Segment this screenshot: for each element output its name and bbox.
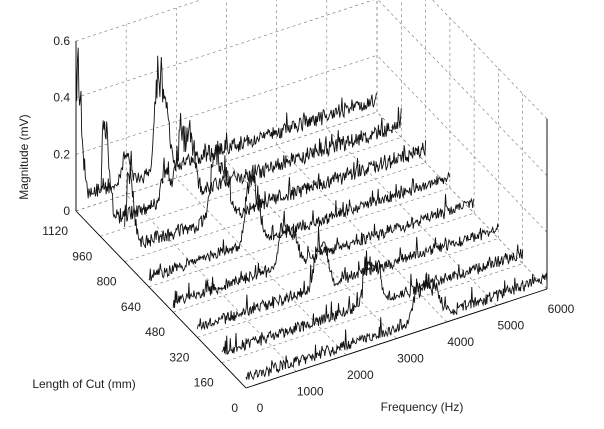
sidewall-gridline-horizontal — [376, 111, 548, 290]
backwall-gridline-horizontal — [75, 55, 378, 155]
x-tick-label: 1000 — [297, 385, 324, 399]
z-tick-label: 0 — [63, 204, 70, 218]
y-tick-label: 960 — [72, 249, 92, 263]
y-tick-label: 1120 — [42, 224, 68, 238]
x-tick-label: 3000 — [397, 352, 424, 366]
y-tick-label: 0 — [231, 401, 238, 415]
grid-layer — [75, 0, 548, 389]
sidewall-gridline-horizontal — [432, 0, 548, 120]
floor-gridline-frequency — [226, 161, 397, 339]
sidewall-gridline-horizontal — [377, 0, 548, 176]
y-tick-label: 640 — [121, 300, 141, 314]
spectrum-series-1120 — [75, 47, 378, 199]
axis-line-frequency — [245, 288, 548, 389]
floor-gridline-length — [148, 187, 450, 288]
spectrum-series-800 — [124, 140, 427, 249]
spectrum-series-480 — [172, 194, 475, 309]
y-tick-label: 160 — [194, 376, 214, 390]
y-axis-label: Length of Cut (mm) — [32, 377, 135, 391]
floor-gridline-frequency — [125, 194, 297, 372]
floor-gridline-frequency — [176, 177, 347, 356]
x-tick-label: 4000 — [447, 335, 474, 349]
x-axis-label: Frequency (Hz) — [381, 400, 464, 414]
floor-gridline-length — [221, 263, 523, 363]
x-tick-label: 0 — [257, 401, 264, 415]
y-tick-label: 800 — [97, 275, 117, 289]
z-tick-label: 0.6 — [53, 34, 70, 48]
tick-layer: 0 1000 2000 3000 4000 5000 6000 0 160 320 480 640 80… — [42, 34, 574, 415]
series-layer — [75, 47, 548, 381]
floor-gridline-length — [197, 238, 499, 338]
spectrum-series-640 — [148, 169, 451, 282]
spectrum-series-320 — [196, 223, 499, 331]
x-tick-label: 6000 — [548, 302, 575, 316]
floor-gridline-length — [100, 137, 402, 237]
spectrum-series-960 — [99, 106, 402, 224]
sidewall-gridline-horizontal — [376, 55, 548, 233]
spectrum-series-0 — [245, 272, 548, 381]
floor-gridline-length — [173, 212, 475, 313]
backwall-gridline-horizontal — [75, 111, 378, 212]
spectrum-series-160 — [221, 244, 524, 355]
x-tick-label: 5000 — [497, 319, 524, 333]
y-tick-label: 480 — [145, 325, 165, 339]
y-tick-label: 320 — [169, 350, 189, 364]
z-axis-label: Magnitude (mV) — [17, 114, 31, 199]
x-tick-label: 2000 — [347, 368, 374, 382]
backwall-gridline-horizontal — [75, 0, 375, 98]
floor-gridline-length — [124, 162, 426, 262]
z-tick-label: 0.4 — [53, 91, 70, 105]
z-tick-label: 0.2 — [53, 147, 70, 161]
axis-line-length — [75, 210, 247, 389]
